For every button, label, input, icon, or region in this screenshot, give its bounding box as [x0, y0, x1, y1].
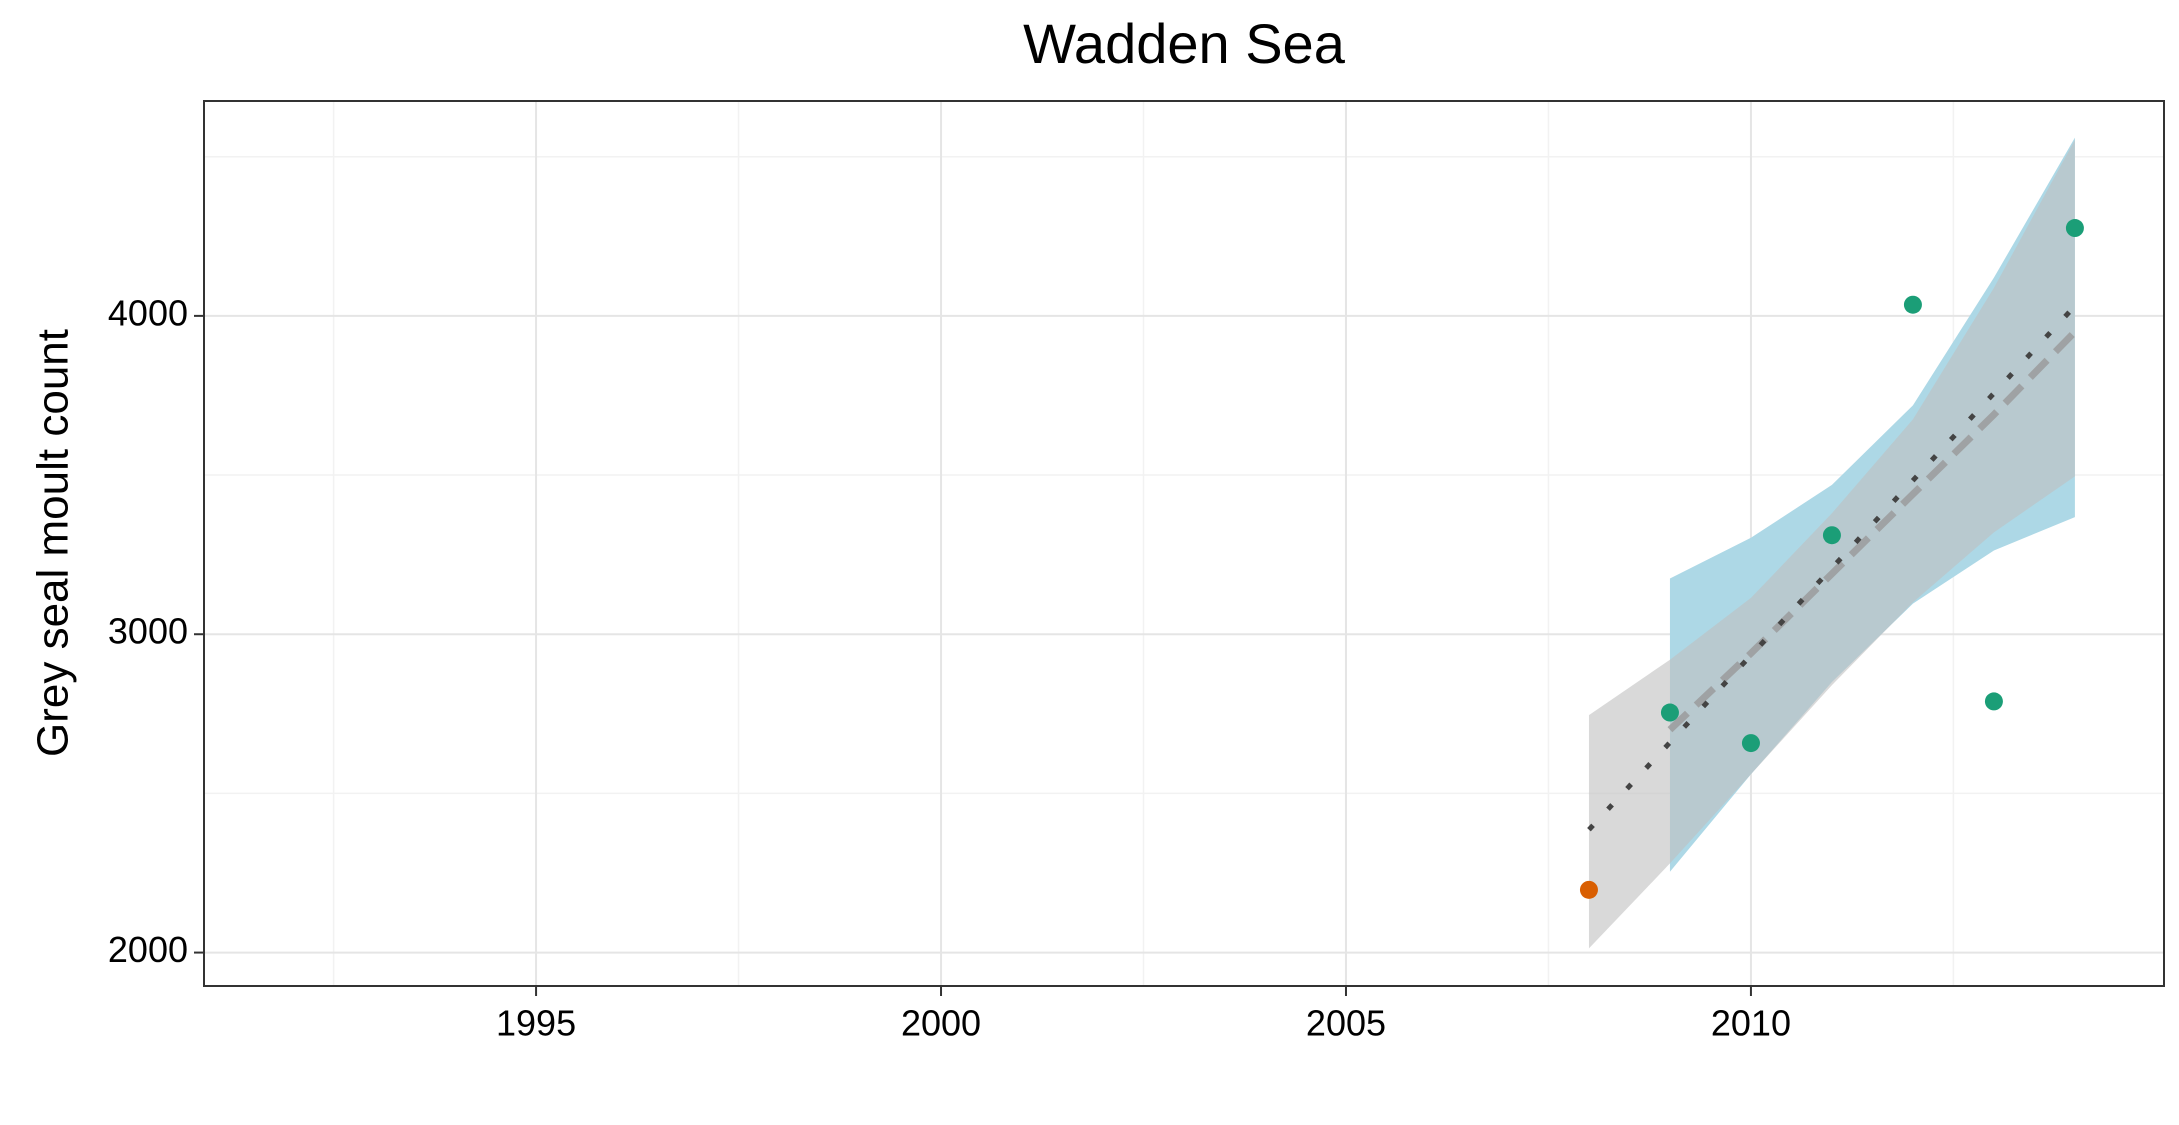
trend-line: [1667, 329, 2078, 733]
x-tick-label: 1995: [496, 1003, 576, 1044]
x-tick-label: 2000: [901, 1003, 981, 1044]
y-axis-label: Grey seal moult count: [29, 329, 78, 757]
y-tick-label: 4000: [108, 292, 188, 333]
data-point: [1660, 703, 1679, 722]
y-tick-label: 3000: [108, 611, 188, 652]
data-point: [1579, 880, 1598, 899]
x-tick-label: 2010: [1711, 1003, 1791, 1044]
data-point: [1903, 295, 1922, 314]
data-point: [1741, 734, 1760, 753]
data-point: [1822, 526, 1841, 545]
data-point: [1984, 692, 2003, 711]
chart-title: Wadden Sea: [1023, 12, 1346, 75]
x-tick-label: 2005: [1306, 1003, 1386, 1044]
data-point: [2065, 219, 2084, 238]
panel-border: [203, 100, 2165, 987]
y-tick-label: 2000: [108, 929, 188, 970]
